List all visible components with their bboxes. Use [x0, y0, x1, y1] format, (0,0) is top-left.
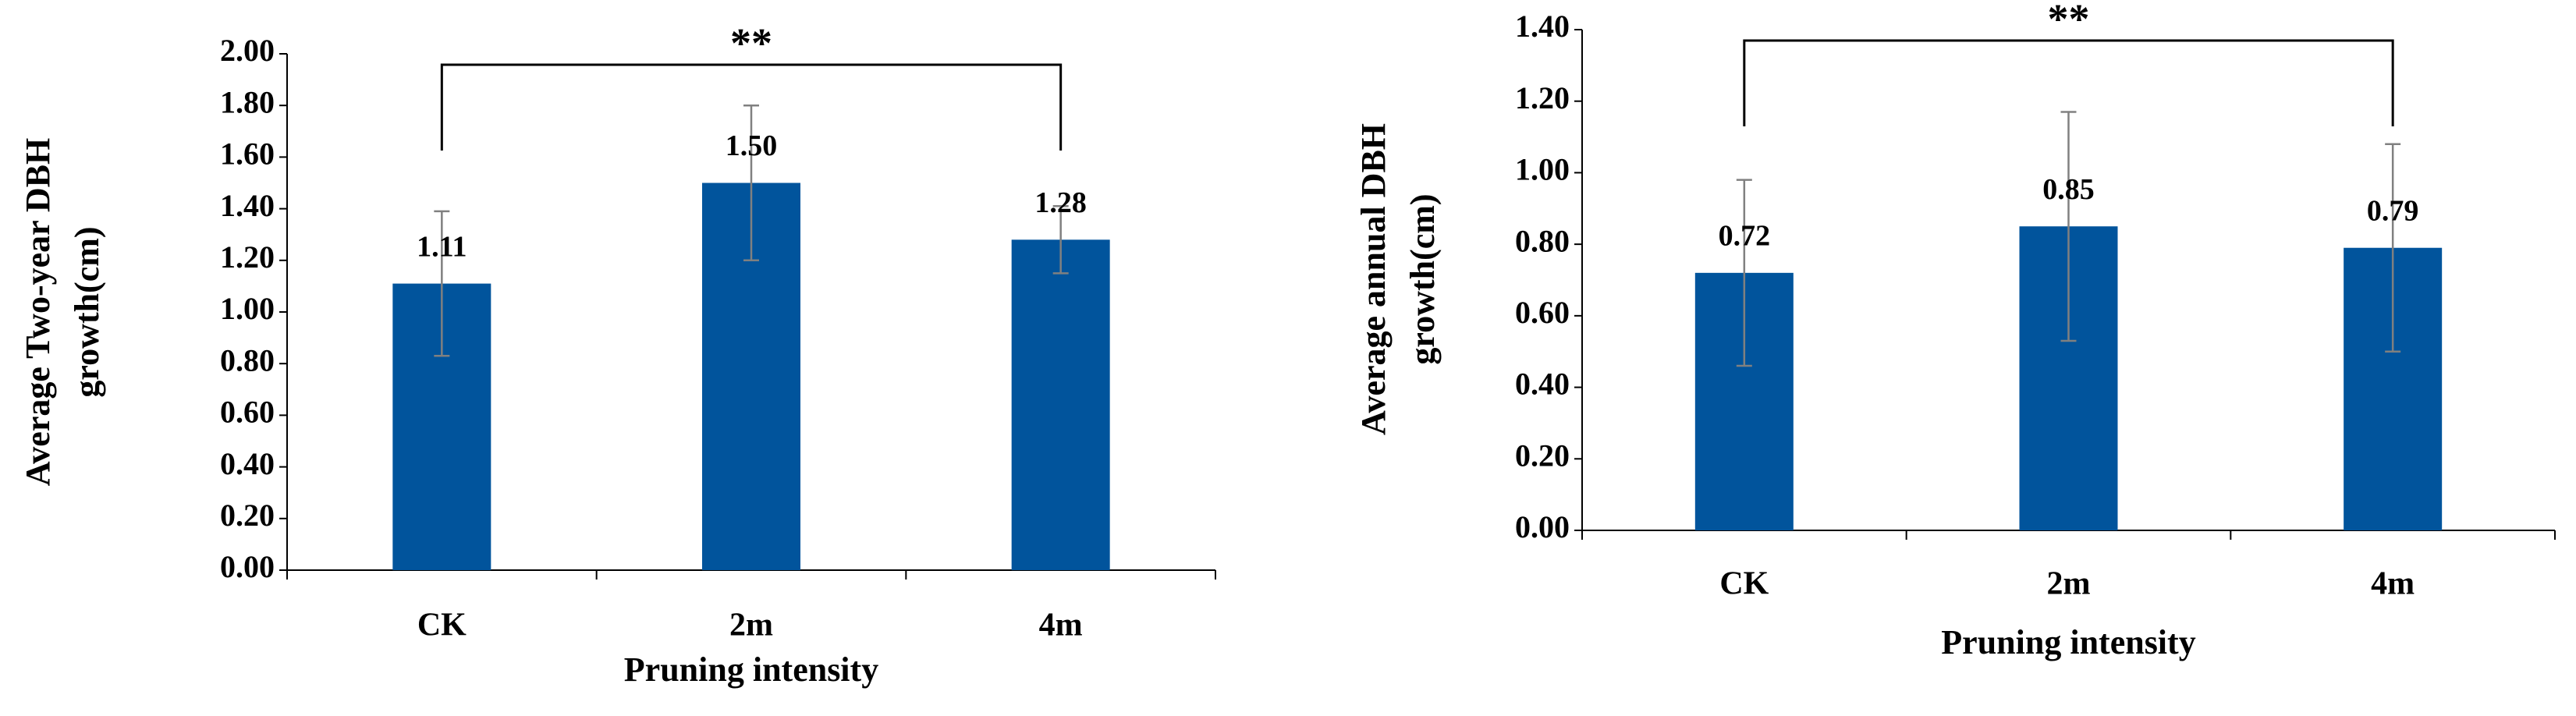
- y-axis-title: Average annual DBH: [1354, 123, 1393, 435]
- y-tick-label: 1.20: [220, 239, 275, 275]
- y-axis-title: growth(cm): [68, 226, 106, 397]
- y-tick-label: 0.00: [1515, 509, 1570, 544]
- y-tick-label: 1.80: [220, 84, 275, 119]
- y-tick-label: 1.00: [1515, 152, 1570, 187]
- y-tick-label: 1.60: [220, 136, 275, 172]
- y-tick-label: 1.20: [1515, 80, 1570, 115]
- x-tick-label: CK: [417, 608, 467, 643]
- x-tick-label: 2m: [2047, 566, 2091, 602]
- y-tick-label: 0.40: [220, 446, 275, 481]
- y-tick-label: 0.80: [220, 342, 275, 377]
- y-axis-title: growth(cm): [1403, 193, 1442, 364]
- x-tick-label: 4m: [2371, 566, 2415, 602]
- data-label: 1.50: [726, 129, 778, 162]
- significance-bracket: [1743, 39, 2394, 126]
- significance-label: **: [730, 19, 772, 66]
- y-tick-label: 1.40: [1515, 9, 1570, 44]
- significance-label: **: [2048, 0, 2090, 42]
- y-tick-label: 2.00: [220, 33, 275, 68]
- x-tick-label: 2m: [729, 608, 773, 643]
- x-tick-label: 4m: [1039, 608, 1083, 643]
- chart: 0.00 0.20 0.40 0.60 0.80 1.00 1.20 1.40 CK 0.72 2m…: [1354, 0, 2556, 661]
- y-tick-label: 0.60: [220, 395, 275, 430]
- x-axis-title: Pruning intensity: [1941, 623, 2195, 661]
- significance-bracket: [440, 63, 1063, 151]
- data-label: 0.72: [1719, 220, 1771, 253]
- data-label: 0.79: [2367, 194, 2419, 227]
- y-tick-label: 0.40: [1515, 367, 1570, 402]
- x-axis-title: Pruning intensity: [624, 650, 878, 689]
- y-tick-label: 1.40: [220, 188, 275, 223]
- y-tick-label: 0.20: [220, 498, 275, 533]
- y-tick-label: 0.00: [220, 549, 275, 584]
- y-tick-label: 0.80: [1515, 223, 1570, 258]
- y-tick-label: 0.20: [1515, 438, 1570, 473]
- x-tick-label: CK: [1719, 566, 1769, 602]
- data-label: 1.11: [417, 230, 467, 263]
- chart: 0.00 0.20 0.40 0.60 0.80 1.00 1.20 1.40 1.60 1.80…: [19, 19, 1216, 689]
- data-label: 0.85: [2042, 173, 2095, 206]
- y-axis-title: Average Two-year DBH: [19, 138, 57, 486]
- y-tick-label: 1.00: [220, 291, 275, 326]
- y-tick-label: 0.60: [1515, 295, 1570, 330]
- data-label: 1.28: [1034, 186, 1087, 219]
- bar: [1011, 239, 1110, 570]
